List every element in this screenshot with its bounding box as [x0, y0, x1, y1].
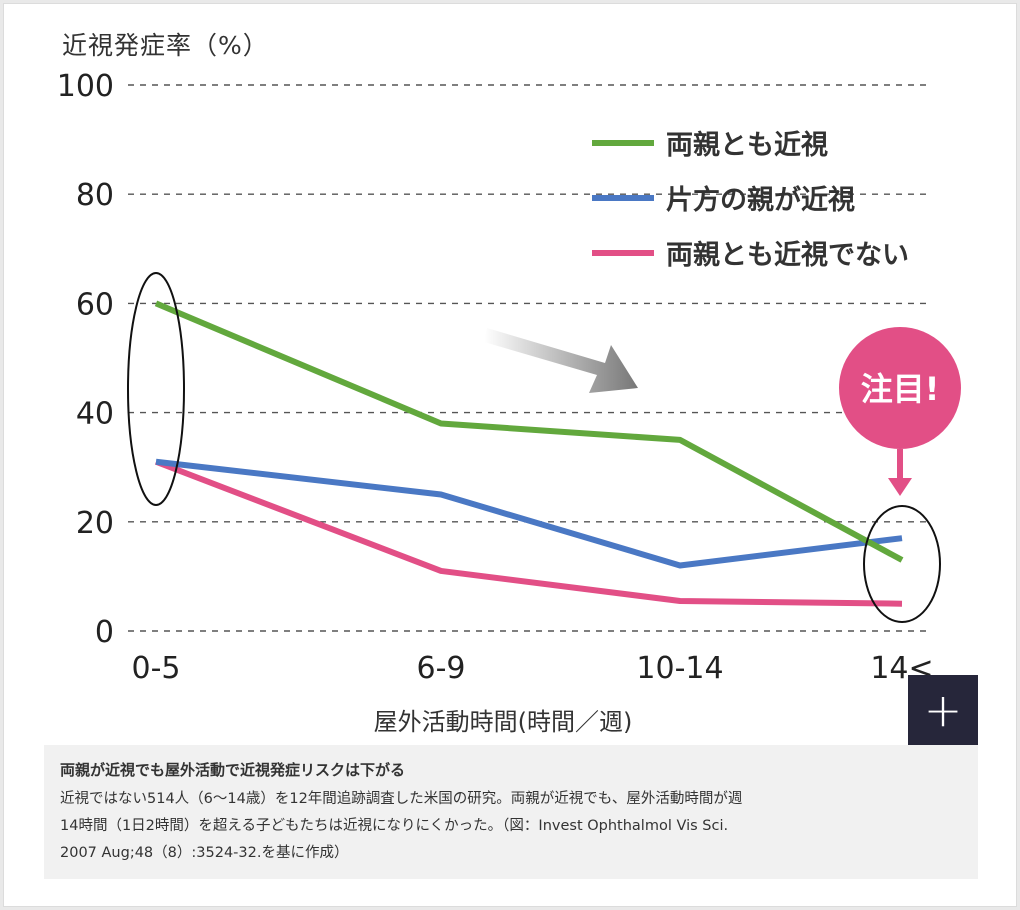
highlight-ellipses — [127, 272, 941, 623]
x-tick-label: 10-14 — [636, 651, 723, 686]
caption-body: 近視ではない514人（6〜14歳）を12年間追跡調査した米国の研究。両親が近視で… — [60, 786, 962, 867]
caption-line: 2007 Aug;48（8）:3524-32.を基に作成） — [60, 845, 349, 861]
caption-line: 14時間（1日2時間）を超える子どもたちは近視になりにくかった。（図：Inves… — [60, 818, 729, 834]
downward-trend-arrow-icon — [484, 328, 638, 393]
series-line — [154, 458, 903, 607]
zoom-button[interactable]: + — [908, 675, 978, 745]
x-tick-labels: 0-5 6-9 10-14 14< — [132, 651, 934, 686]
series-line — [155, 458, 903, 569]
y-tick-label: 0 — [95, 615, 114, 650]
x-axis-title: 屋外活動時間(時間／週) — [373, 708, 633, 736]
badge-circle — [839, 327, 961, 449]
x-tick-label: 6-9 — [417, 651, 466, 686]
y-tick-label: 60 — [76, 287, 114, 322]
legend-label-one-parent: 片方の親が近視 — [666, 185, 855, 216]
legend-swatch-neither-parent — [592, 249, 654, 256]
caption-title: 両親が近視でも屋外活動で近視発症リスクは下がる — [60, 761, 406, 779]
x-tick-label: 0-5 — [132, 651, 181, 686]
legend-item: 片方の親が近視 — [592, 170, 909, 225]
badge-text: 注目! — [861, 370, 940, 408]
legend-item: 両親とも近視でない — [592, 225, 909, 280]
legend-item: 両親とも近視 — [592, 115, 909, 170]
caption-box: 両親が近視でも屋外活動で近視発症リスクは下がる 近視ではない514人（6〜14歳… — [44, 745, 978, 879]
caption-line: 近視ではない514人（6〜14歳）を12年間追跡調査した米国の研究。両親が近視で… — [60, 791, 743, 807]
legend-label-both-parents: 両親とも近視 — [666, 130, 828, 161]
series-lines — [154, 300, 904, 607]
attention-badge: 注目! — [839, 327, 961, 496]
y-tick-labels: 0 20 40 60 80 100 — [57, 69, 114, 650]
legend-swatch-both-parents — [592, 139, 654, 146]
badge-arrow-head-icon — [888, 478, 912, 496]
legend-swatch-one-parent — [592, 194, 654, 201]
y-axis-title: 近視発症率（%） — [62, 31, 269, 60]
highlight-ellipse-right — [863, 505, 941, 623]
series-line — [154, 300, 904, 563]
legend-label-neither-parent: 両親とも近視でない — [666, 240, 909, 271]
y-tick-label: 80 — [76, 178, 114, 213]
legend: 両親とも近視 片方の親が近視 両親とも近視でない — [592, 115, 909, 280]
y-tick-label: 100 — [57, 69, 114, 104]
y-tick-label: 20 — [76, 506, 114, 541]
y-tick-label: 40 — [76, 397, 114, 432]
highlight-ellipse-left — [127, 272, 185, 506]
